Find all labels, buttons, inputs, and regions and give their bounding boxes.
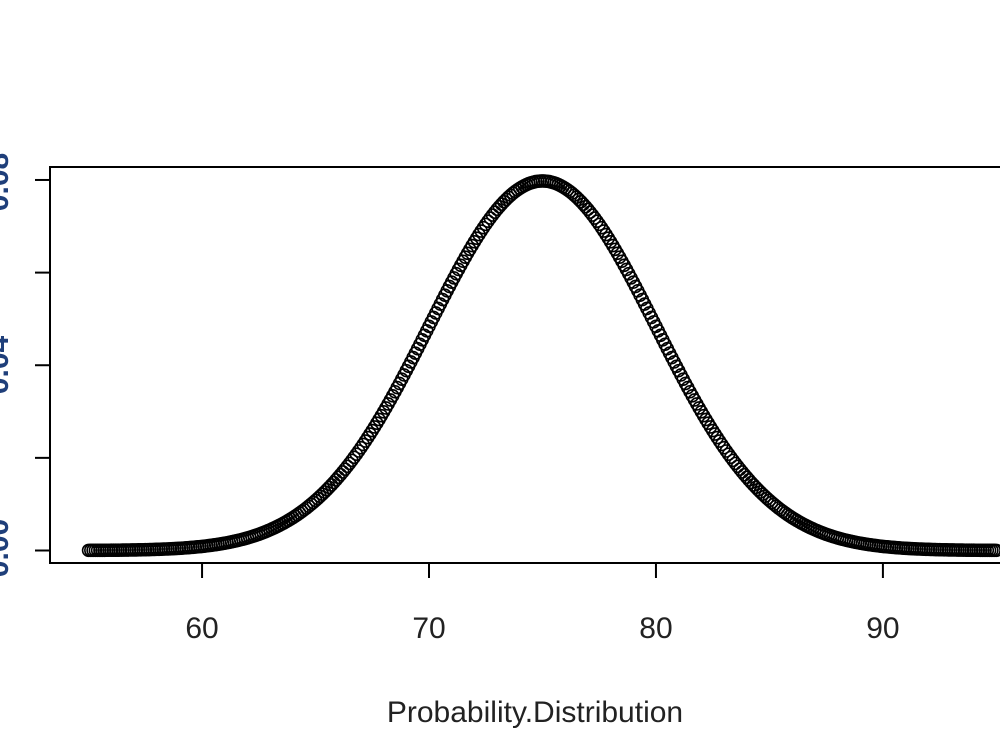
data-point <box>472 227 486 242</box>
y-tick-label-0: 0.00 <box>0 519 15 577</box>
data-point <box>574 194 588 209</box>
data-point <box>360 430 375 445</box>
x-axis: 60 70 80 90 <box>185 563 900 645</box>
data-point <box>492 199 507 214</box>
data-point <box>569 190 584 205</box>
data-point <box>746 478 761 492</box>
y-tick-label-2: 0.04 <box>0 335 15 394</box>
y-tick-labels: 0.00 0.04 0.08 <box>0 153 15 577</box>
data-point <box>354 440 368 455</box>
data-point <box>708 427 722 441</box>
plot-frame <box>49 166 1000 564</box>
data-point <box>592 217 607 232</box>
x-tick-label-2: 80 <box>639 612 672 645</box>
data-point <box>571 192 586 207</box>
data-point <box>363 427 377 441</box>
data-point <box>320 482 334 497</box>
data-point <box>989 543 1000 558</box>
data-point <box>356 437 370 452</box>
data-point <box>315 487 330 502</box>
data-point <box>474 224 489 238</box>
data-point <box>749 480 763 495</box>
data-point <box>712 434 727 448</box>
data-points <box>81 174 1000 558</box>
x-tick-label-0: 60 <box>185 612 218 645</box>
x-tick-label-1: 70 <box>412 612 445 645</box>
data-point <box>322 480 336 495</box>
data-point <box>710 430 725 445</box>
data-point <box>506 186 520 201</box>
data-point <box>705 423 720 438</box>
data-point <box>494 197 509 211</box>
data-point <box>469 231 484 245</box>
y-tick-label-4: 0.08 <box>0 153 15 211</box>
data-point <box>317 485 332 499</box>
data-point <box>599 227 613 242</box>
data-point <box>744 475 759 490</box>
y-axis <box>35 178 50 552</box>
data-point <box>358 434 373 448</box>
x-axis-title: Probability.Distribution <box>387 696 683 729</box>
x-tick-label-3: 90 <box>866 612 899 645</box>
data-point <box>594 220 609 235</box>
data-point <box>596 224 611 238</box>
